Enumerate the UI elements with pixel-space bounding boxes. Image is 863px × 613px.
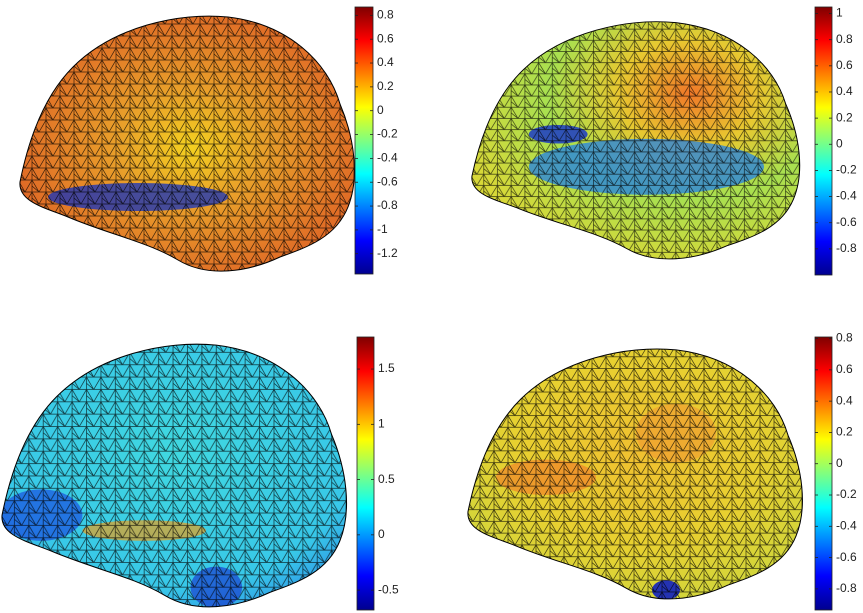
colorbar-tick-label: 0.2 [377, 79, 394, 93]
colorbar [357, 337, 374, 610]
colorbar-tick-label: 0.6 [836, 58, 853, 72]
colorbar-tick-label: 0.2 [836, 425, 853, 439]
colorbar-tick-label: 0.4 [836, 84, 853, 98]
colorbar-tick-label: 0 [377, 103, 384, 117]
colorbar-tick-label: -1 [377, 222, 388, 236]
colorbar-tick-label: 0.8 [836, 32, 853, 46]
colorbar-tick-label: -0.8 [836, 241, 857, 255]
colorbar-tick-label: -0.8 [377, 198, 398, 212]
colorbar-tick-label: -0.5 [378, 582, 399, 596]
colorbar-tick-label: -0.2 [836, 487, 857, 501]
colorbar-tick-label: -0.6 [836, 215, 857, 229]
colorbar-tick-label: -0.6 [377, 174, 398, 188]
figure: -1.2 -1 -0.8 -0.6 -0.4 -0.2 0 0.2 0.4 0.6 0.8 -0.8 -… [0, 0, 863, 613]
colorbar-tick-label: 0.2 [836, 110, 853, 124]
surface [470, 18, 808, 269]
colorbar [355, 7, 373, 274]
colorbar-tick-label: -0.4 [377, 151, 398, 165]
colorbar-tick-label: 0 [378, 527, 385, 541]
colorbar-tick-label: 0 [836, 136, 843, 150]
colorbar-tick-label: 0 [836, 456, 843, 470]
colorbar-tick-label: -0.2 [377, 127, 398, 141]
colorbar-tick-label: 0.5 [378, 472, 395, 486]
surface [18, 12, 363, 282]
colorbar-tick-label: 0.4 [377, 55, 394, 69]
colorbar-tick-label: 0.8 [836, 331, 853, 345]
colorbar-tick-label: -0.8 [836, 581, 857, 595]
colorbar-tick-label: 1.5 [378, 361, 395, 375]
colorbar-tick-label: 0.8 [377, 8, 394, 22]
colorbar-tick-label: 0.6 [836, 362, 853, 376]
colorbar [815, 7, 832, 275]
colorbar-tick-label: -0.4 [836, 518, 857, 532]
colorbar [815, 337, 832, 610]
colorbar-tick-label: 0.6 [377, 31, 394, 45]
colorbar-tick-label: 1 [378, 416, 385, 430]
surface [0, 340, 355, 613]
colorbar-tick-label: -1.2 [377, 246, 398, 260]
colorbar-tick-label: 1 [836, 6, 843, 20]
colorbar-tick-label: -0.4 [836, 189, 857, 203]
colorbar-tick-label: -0.2 [836, 163, 857, 177]
surface [466, 345, 811, 610]
colorbar-tick-label: 0.4 [836, 393, 853, 407]
colorbar-tick-label: -0.6 [836, 550, 857, 564]
